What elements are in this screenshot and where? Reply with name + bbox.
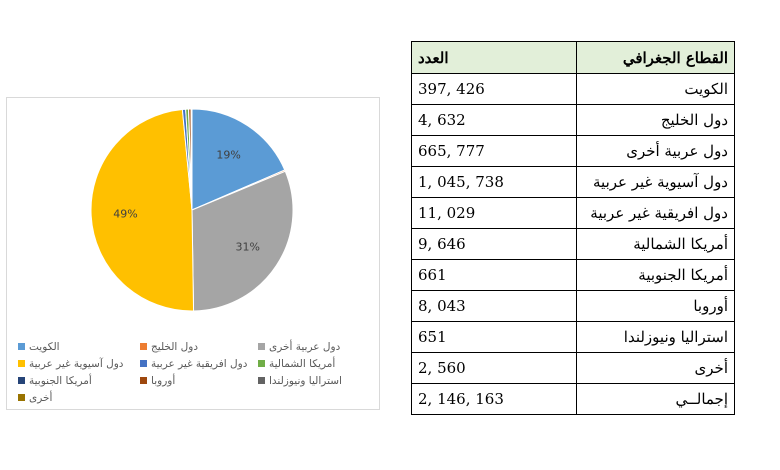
cell-region: دول عربية أخرى <box>576 135 735 167</box>
legend-item: دول آسيوية غير عربية <box>18 356 140 371</box>
cell-region: دول الخليج <box>576 104 735 136</box>
cell-region: استراليا ونيوزلندا <box>576 321 735 353</box>
legend-label: استراليا ونيوزلندا <box>269 374 342 387</box>
cell-count: 11, 029 <box>410 197 578 229</box>
legend-item: أوروبا <box>140 373 258 388</box>
legend-label: دول افريقية غير عربية <box>151 357 248 370</box>
legend-label: أوروبا <box>151 374 176 387</box>
legend-item: الكويت <box>18 339 140 354</box>
legend-swatch <box>18 343 25 350</box>
legend-label: دول عربية أخرى <box>269 340 341 353</box>
table-row: دول افريقية غير عربية 11, 029 <box>410 197 735 229</box>
legend-swatch <box>140 343 147 350</box>
cell-region: الكويت <box>576 73 735 105</box>
legend-label: أمريكا الجنوبية <box>29 374 92 387</box>
legend-swatch <box>18 377 25 384</box>
cell-region: أوروبا <box>576 290 735 322</box>
cell-count: 9, 646 <box>410 228 578 260</box>
table-row: إجمالــي 2, 146, 163 <box>410 383 735 415</box>
cell-region: أمريكا الشمالية <box>576 228 735 260</box>
cell-region: دول آسيوية غير عربية <box>576 166 735 198</box>
cell-count: 665, 777 <box>410 135 578 167</box>
header-count: العدد <box>410 41 578 74</box>
legend-swatch <box>140 360 147 367</box>
legend-swatch <box>258 360 265 367</box>
legend-item: دول عربية أخرى <box>258 339 370 354</box>
legend-item: أمريكا الجنوبية <box>18 373 140 388</box>
slice-data-label: 31% <box>236 241 260 254</box>
cell-count: 1, 045, 738 <box>410 166 578 198</box>
pie-slice <box>191 170 294 312</box>
table-row: دول عربية أخرى 665, 777 <box>410 135 735 167</box>
legend-label: أمريكا الشمالية <box>269 357 336 370</box>
table-row: أمريكا الشمالية 9, 646 <box>410 228 735 260</box>
cell-region: إجمالــي <box>576 383 735 415</box>
cell-count: 8, 043 <box>410 290 578 322</box>
slice-data-label: 49% <box>113 208 137 221</box>
cell-count: 651 <box>410 321 578 353</box>
legend-item: دول افريقية غير عربية <box>140 356 258 371</box>
pie-chart-panel: 19% 31% 49% الكويت دول الخليج دول عربية أخرى… <box>6 97 380 410</box>
cell-count: 397, 426 <box>410 73 578 105</box>
table-row: دول الخليج 4, 632 <box>410 104 735 136</box>
table-row: أخرى 2, 560 <box>410 352 735 384</box>
table-row: الكويت 397, 426 <box>410 73 735 105</box>
legend-item: أمريكا الشمالية <box>258 356 370 371</box>
cell-count: 2, 560 <box>410 352 578 384</box>
legend-swatch <box>18 360 25 367</box>
cell-region: أمريكا الجنوبية <box>576 259 735 291</box>
table-header-row: القطاع الجغرافي العدد <box>410 41 735 74</box>
legend-item: استراليا ونيوزلندا <box>258 373 370 388</box>
legend-swatch <box>258 343 265 350</box>
pie-slice <box>190 108 193 211</box>
table-body: الكويت 397, 426 دول الخليج 4, 632 دول عربية … <box>410 73 735 415</box>
table-row: استراليا ونيوزلندا 651 <box>410 321 735 353</box>
legend-item: دول الخليج <box>140 339 258 354</box>
pie-chart: 19% 31% 49% <box>90 108 294 312</box>
legend-label: دول الخليج <box>151 340 199 353</box>
legend-swatch <box>140 377 147 384</box>
pie-slice <box>90 108 195 312</box>
header-region: القطاع الجغرافي <box>576 41 735 74</box>
table-row: أمريكا الجنوبية 661 <box>410 259 735 291</box>
region-count-table: القطاع الجغرافي العدد الكويت 397, 426 دول … <box>410 41 735 415</box>
legend-label: دول آسيوية غير عربية <box>29 357 124 370</box>
cell-count: 661 <box>410 259 578 291</box>
cell-count: 4, 632 <box>410 104 578 136</box>
table-row: دول آسيوية غير عربية 1, 045, 738 <box>410 166 735 198</box>
legend-label: الكويت <box>29 340 60 353</box>
legend-swatch <box>258 377 265 384</box>
legend-swatch <box>18 394 25 401</box>
chart-legend: الكويت دول الخليج دول عربية أخرى دول آسيوية… <box>18 339 370 405</box>
legend-item: أخرى <box>18 390 140 405</box>
cell-region: دول افريقية غير عربية <box>576 197 735 229</box>
pie-slice <box>191 108 286 211</box>
legend-label: أخرى <box>29 391 53 404</box>
slice-data-label: 19% <box>216 148 240 161</box>
cell-count: 2, 146, 163 <box>410 383 578 415</box>
table-row: أوروبا 8, 043 <box>410 290 735 322</box>
cell-region: أخرى <box>576 352 735 384</box>
